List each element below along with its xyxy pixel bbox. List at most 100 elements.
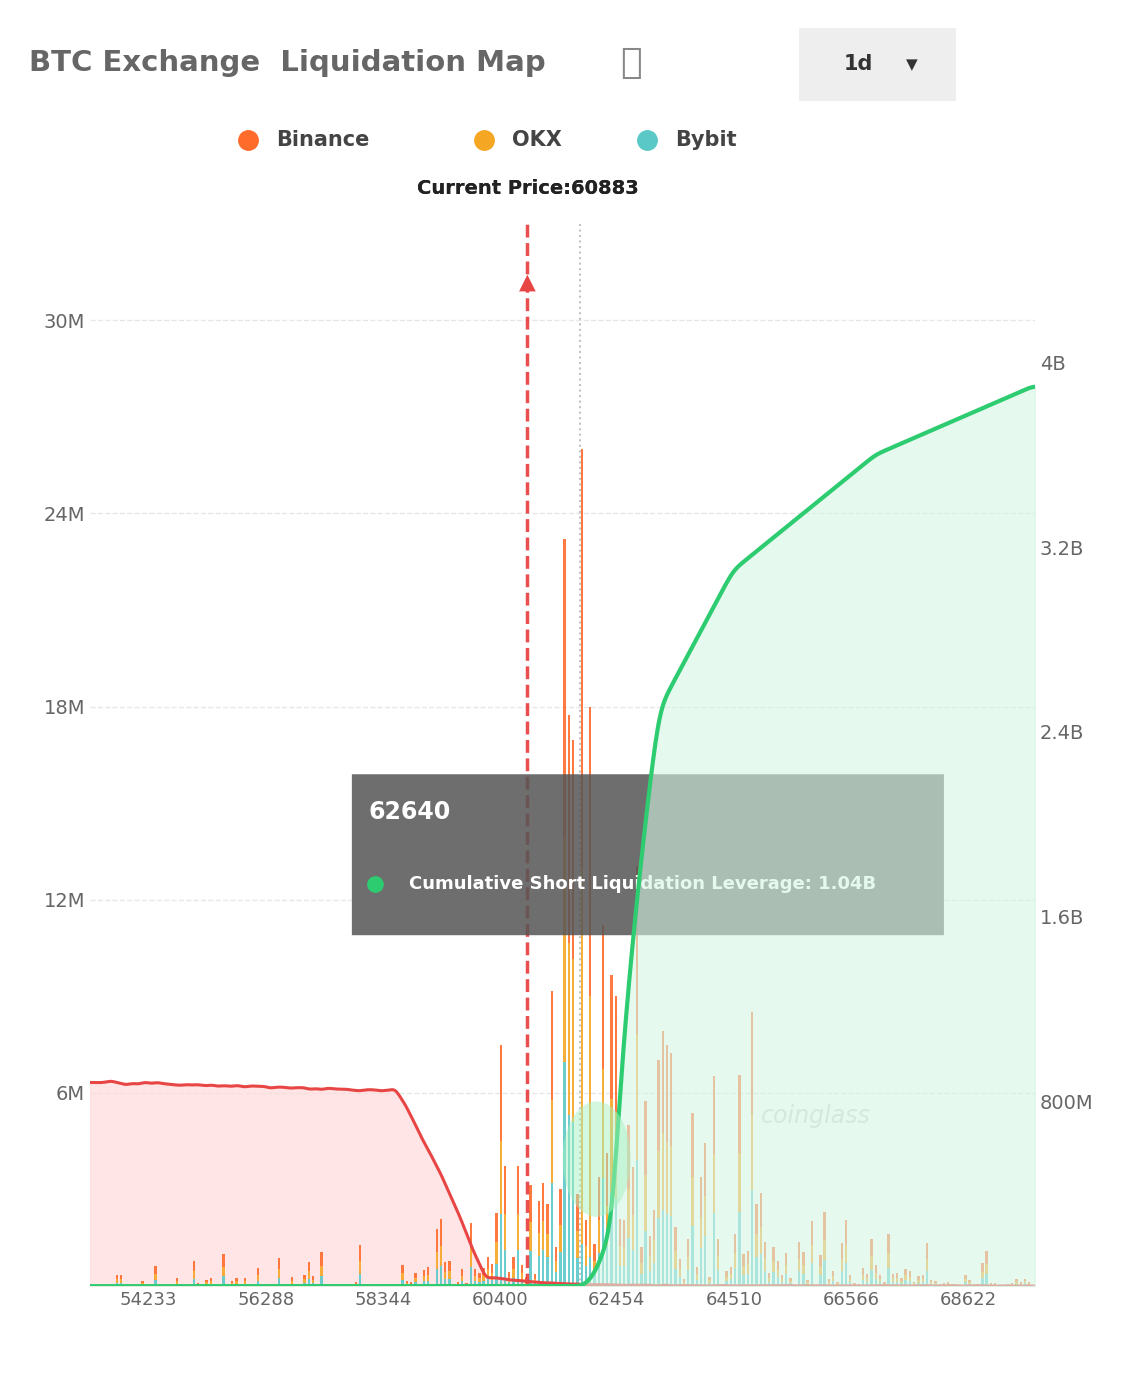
Bar bbox=[512, 1278, 514, 1286]
Bar bbox=[469, 1248, 472, 1268]
Bar bbox=[930, 1282, 933, 1283]
Bar bbox=[256, 1268, 259, 1275]
Bar bbox=[649, 1236, 651, 1255]
Bar bbox=[231, 1283, 233, 1285]
Bar bbox=[683, 1279, 685, 1282]
Bar bbox=[290, 1281, 292, 1283]
Bar bbox=[747, 1274, 749, 1286]
Bar bbox=[909, 1271, 911, 1276]
Bar bbox=[457, 1282, 459, 1283]
Bar bbox=[871, 1239, 873, 1257]
Bar bbox=[969, 1281, 971, 1282]
Bar bbox=[628, 1237, 630, 1286]
Bar bbox=[862, 1279, 864, 1286]
Bar bbox=[866, 1278, 868, 1282]
Bar bbox=[500, 1044, 502, 1141]
Bar bbox=[585, 1267, 587, 1286]
Bar bbox=[935, 1281, 937, 1283]
Bar bbox=[726, 1281, 728, 1286]
Bar bbox=[483, 1268, 485, 1275]
Bar bbox=[440, 1267, 442, 1286]
Bar bbox=[871, 1269, 873, 1286]
Bar bbox=[892, 1274, 894, 1278]
Bar bbox=[512, 1257, 514, 1269]
Bar bbox=[209, 1278, 212, 1281]
Bar bbox=[516, 1215, 519, 1250]
Bar bbox=[449, 1261, 451, 1271]
Bar bbox=[819, 1267, 821, 1275]
Bar bbox=[414, 1278, 416, 1282]
Bar bbox=[904, 1281, 907, 1286]
Bar bbox=[628, 1190, 630, 1237]
Bar bbox=[752, 1012, 754, 1114]
Bar bbox=[921, 1282, 924, 1286]
Bar bbox=[683, 1283, 685, 1286]
Bar bbox=[444, 1279, 447, 1286]
Bar bbox=[576, 1194, 578, 1230]
Bar bbox=[244, 1281, 246, 1283]
Bar bbox=[652, 1211, 656, 1240]
Bar bbox=[687, 1239, 690, 1257]
Bar bbox=[508, 1278, 511, 1282]
Bar bbox=[917, 1281, 919, 1283]
Bar bbox=[547, 1257, 549, 1286]
Bar bbox=[738, 1153, 740, 1212]
Bar bbox=[555, 1247, 557, 1261]
Bar bbox=[611, 1099, 613, 1192]
Bar bbox=[930, 1283, 933, 1286]
Bar bbox=[1024, 1279, 1026, 1282]
Bar bbox=[909, 1281, 911, 1286]
Bar bbox=[776, 1271, 778, 1278]
Bar bbox=[244, 1283, 246, 1286]
Bar bbox=[845, 1244, 847, 1264]
Text: BTC Exchange  Liquidation Map: BTC Exchange Liquidation Map bbox=[29, 49, 546, 77]
Bar bbox=[495, 1243, 497, 1264]
Bar bbox=[652, 1240, 656, 1264]
Bar bbox=[717, 1257, 719, 1269]
Bar bbox=[631, 1167, 634, 1215]
Bar bbox=[550, 1100, 554, 1183]
Bar bbox=[176, 1278, 178, 1281]
Bar bbox=[764, 1271, 766, 1286]
Bar bbox=[807, 1281, 809, 1282]
Bar bbox=[435, 1269, 438, 1286]
Bar bbox=[670, 1053, 673, 1146]
Bar bbox=[768, 1278, 771, 1282]
Bar bbox=[461, 1281, 464, 1286]
Bar bbox=[542, 1183, 544, 1222]
Bar bbox=[423, 1282, 425, 1286]
Bar bbox=[154, 1267, 156, 1274]
Bar bbox=[828, 1283, 830, 1286]
Bar bbox=[695, 1268, 698, 1275]
Bar bbox=[580, 868, 583, 1244]
Bar bbox=[321, 1276, 323, 1286]
Bar bbox=[785, 1253, 788, 1265]
Bar bbox=[606, 1206, 609, 1246]
Bar bbox=[909, 1276, 911, 1281]
Bar bbox=[597, 1220, 600, 1253]
Bar bbox=[478, 1282, 480, 1286]
Bar bbox=[530, 1186, 532, 1222]
Bar bbox=[921, 1279, 924, 1282]
Bar bbox=[640, 1247, 642, 1262]
Bar bbox=[930, 1279, 933, 1282]
Bar bbox=[840, 1271, 843, 1286]
Bar bbox=[874, 1274, 878, 1279]
Bar bbox=[444, 1272, 447, 1279]
Bar bbox=[223, 1254, 225, 1267]
Bar bbox=[879, 1279, 881, 1282]
Bar bbox=[849, 1282, 852, 1286]
Bar bbox=[747, 1251, 749, 1264]
Bar bbox=[116, 1279, 118, 1283]
Bar bbox=[614, 1199, 616, 1286]
Text: coinglass: coinglass bbox=[760, 1104, 871, 1128]
Bar bbox=[709, 1276, 711, 1281]
Bar bbox=[593, 1274, 595, 1286]
Bar bbox=[487, 1269, 489, 1278]
Bar bbox=[206, 1282, 208, 1285]
Bar bbox=[209, 1281, 212, 1283]
Bar bbox=[657, 1151, 659, 1219]
Bar bbox=[576, 1258, 578, 1286]
Bar bbox=[414, 1282, 416, 1286]
Bar bbox=[776, 1261, 778, 1271]
